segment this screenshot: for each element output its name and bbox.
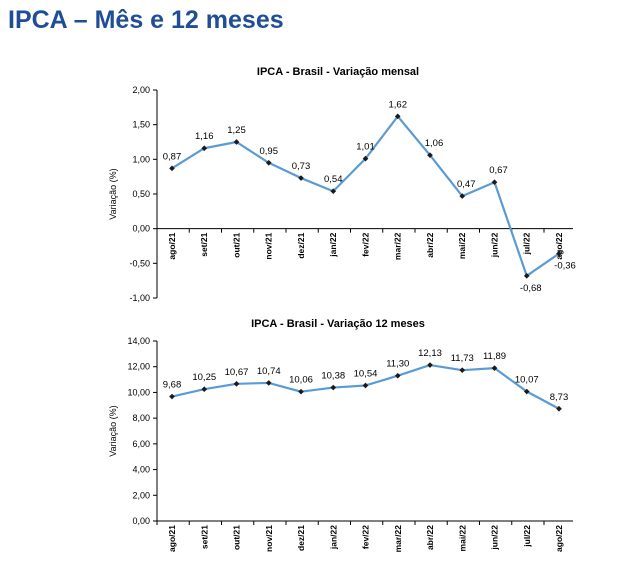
y-tick-label: -1,00 bbox=[129, 293, 150, 303]
x-tick-label: dez/21 bbox=[296, 232, 306, 258]
data-point bbox=[362, 155, 369, 162]
x-tick-label: abr/22 bbox=[425, 525, 435, 550]
data-point bbox=[523, 388, 530, 395]
data-label: 10,54 bbox=[354, 368, 378, 379]
x-tick-label: nov/21 bbox=[264, 525, 274, 552]
data-label: 10,67 bbox=[225, 367, 249, 378]
x-tick-label: mai/22 bbox=[457, 232, 467, 259]
data-label: 0,67 bbox=[489, 165, 508, 176]
data-label: 8,73 bbox=[550, 392, 569, 403]
data-point bbox=[330, 384, 337, 391]
data-point bbox=[201, 386, 208, 393]
data-point bbox=[394, 372, 401, 379]
data-point bbox=[233, 380, 240, 387]
x-tick-label: mar/22 bbox=[393, 525, 403, 553]
data-point bbox=[556, 250, 562, 257]
y-tick-label: 10,00 bbox=[127, 387, 150, 397]
x-tick-label: fev/22 bbox=[361, 525, 371, 549]
y-tick-label: 4,00 bbox=[132, 465, 150, 475]
chart-title: IPCA - Brasil - Variação 12 meses bbox=[251, 318, 425, 330]
x-tick-label: mar/22 bbox=[393, 232, 403, 260]
y-tick-label: 12,00 bbox=[127, 362, 150, 372]
y-tick-label: 8,00 bbox=[132, 413, 150, 423]
data-label: 0,87 bbox=[163, 151, 182, 162]
x-tick-label: jan/22 bbox=[328, 525, 338, 550]
data-label: 11,73 bbox=[451, 353, 474, 364]
data-label: 0,95 bbox=[260, 146, 279, 157]
y-axis-title: Variação (%) bbox=[108, 168, 118, 219]
y-tick-label: 2,00 bbox=[132, 490, 150, 500]
x-tick-label: fev/22 bbox=[361, 232, 371, 256]
data-label: 10,06 bbox=[289, 375, 313, 386]
data-label: -0,68 bbox=[520, 283, 542, 294]
data-point bbox=[362, 382, 369, 389]
x-tick-label: set/21 bbox=[199, 525, 209, 549]
y-tick-label: 0,50 bbox=[132, 189, 150, 199]
x-tick-label: jun/22 bbox=[490, 232, 500, 258]
y-tick-label: 0,00 bbox=[132, 224, 150, 234]
data-label: 1,16 bbox=[195, 131, 214, 142]
data-label: 0,54 bbox=[324, 174, 343, 185]
y-tick-label: 1,50 bbox=[132, 120, 150, 130]
x-tick-label: jul/22 bbox=[522, 232, 532, 255]
data-label: 11,89 bbox=[483, 351, 506, 362]
y-tick-label: 6,00 bbox=[132, 439, 150, 449]
y-tick-label: -0,50 bbox=[129, 258, 150, 268]
data-label: 0,73 bbox=[292, 161, 311, 172]
data-point bbox=[201, 145, 208, 152]
data-point bbox=[427, 152, 433, 159]
x-tick-label: nov/21 bbox=[264, 232, 274, 259]
data-label: 10,07 bbox=[515, 375, 539, 386]
x-tick-label: ago/22 bbox=[554, 525, 564, 552]
monthly-variation-chart: IPCA - Brasil - Variação mensal -1,00 -0,5… bbox=[108, 66, 576, 303]
chart-title: IPCA - Brasil - Variação mensal bbox=[257, 66, 419, 78]
x-tick-label: out/21 bbox=[232, 232, 242, 257]
x-tick-label: abr/22 bbox=[425, 232, 435, 257]
data-point bbox=[459, 367, 466, 374]
data-label: 1,25 bbox=[227, 125, 246, 136]
x-tick-label: set/21 bbox=[199, 232, 209, 256]
x-tick-label: jul/22 bbox=[522, 525, 532, 548]
x-tick-label: jan/22 bbox=[328, 232, 338, 257]
x-tick-label: jun/22 bbox=[490, 525, 500, 551]
x-tick-label: ago/22 bbox=[554, 232, 564, 259]
data-point bbox=[298, 388, 304, 395]
data-label: 0,47 bbox=[457, 179, 476, 190]
y-tick-label: 1,00 bbox=[132, 154, 150, 164]
page-title: IPCA – Mês e 12 meses bbox=[8, 6, 284, 34]
data-label: 12,13 bbox=[418, 348, 442, 359]
y-tick-label: 0,00 bbox=[132, 516, 150, 526]
y-tick-label: 14,00 bbox=[127, 336, 150, 346]
data-label: 11,30 bbox=[386, 359, 409, 370]
x-tick-label: out/21 bbox=[232, 525, 242, 550]
data-label: 10,74 bbox=[257, 366, 281, 377]
data-point bbox=[330, 188, 337, 195]
data-label: 9,68 bbox=[163, 380, 182, 391]
data-label: 10,38 bbox=[321, 371, 345, 382]
data-label: 1,62 bbox=[389, 99, 408, 110]
data-point bbox=[459, 193, 466, 199]
data-point bbox=[265, 380, 272, 386]
data-point bbox=[556, 405, 562, 412]
y-axis-title: Variação (%) bbox=[108, 405, 118, 456]
y-tick-label: 2,00 bbox=[132, 85, 150, 95]
data-point bbox=[491, 179, 498, 186]
data-point bbox=[265, 159, 272, 166]
data-point bbox=[233, 139, 240, 145]
data-point bbox=[169, 393, 175, 400]
x-tick-label: mai/22 bbox=[457, 525, 467, 552]
data-label: 1,01 bbox=[356, 142, 375, 153]
data-point bbox=[394, 113, 401, 120]
data-label: 10,25 bbox=[192, 372, 216, 383]
data-point bbox=[298, 175, 304, 181]
x-tick-label: ago/21 bbox=[167, 232, 177, 259]
data-label: 1,06 bbox=[425, 138, 444, 149]
data-point bbox=[427, 362, 433, 368]
twelve-month-variation-chart: IPCA - Brasil - Variação 12 meses 0,00 2,0… bbox=[108, 318, 573, 553]
x-tick-label: dez/21 bbox=[296, 525, 306, 551]
x-tick-label: ago/21 bbox=[167, 525, 177, 552]
data-point bbox=[523, 272, 530, 279]
data-label: -0,36 bbox=[554, 261, 576, 272]
data-point bbox=[169, 165, 175, 172]
